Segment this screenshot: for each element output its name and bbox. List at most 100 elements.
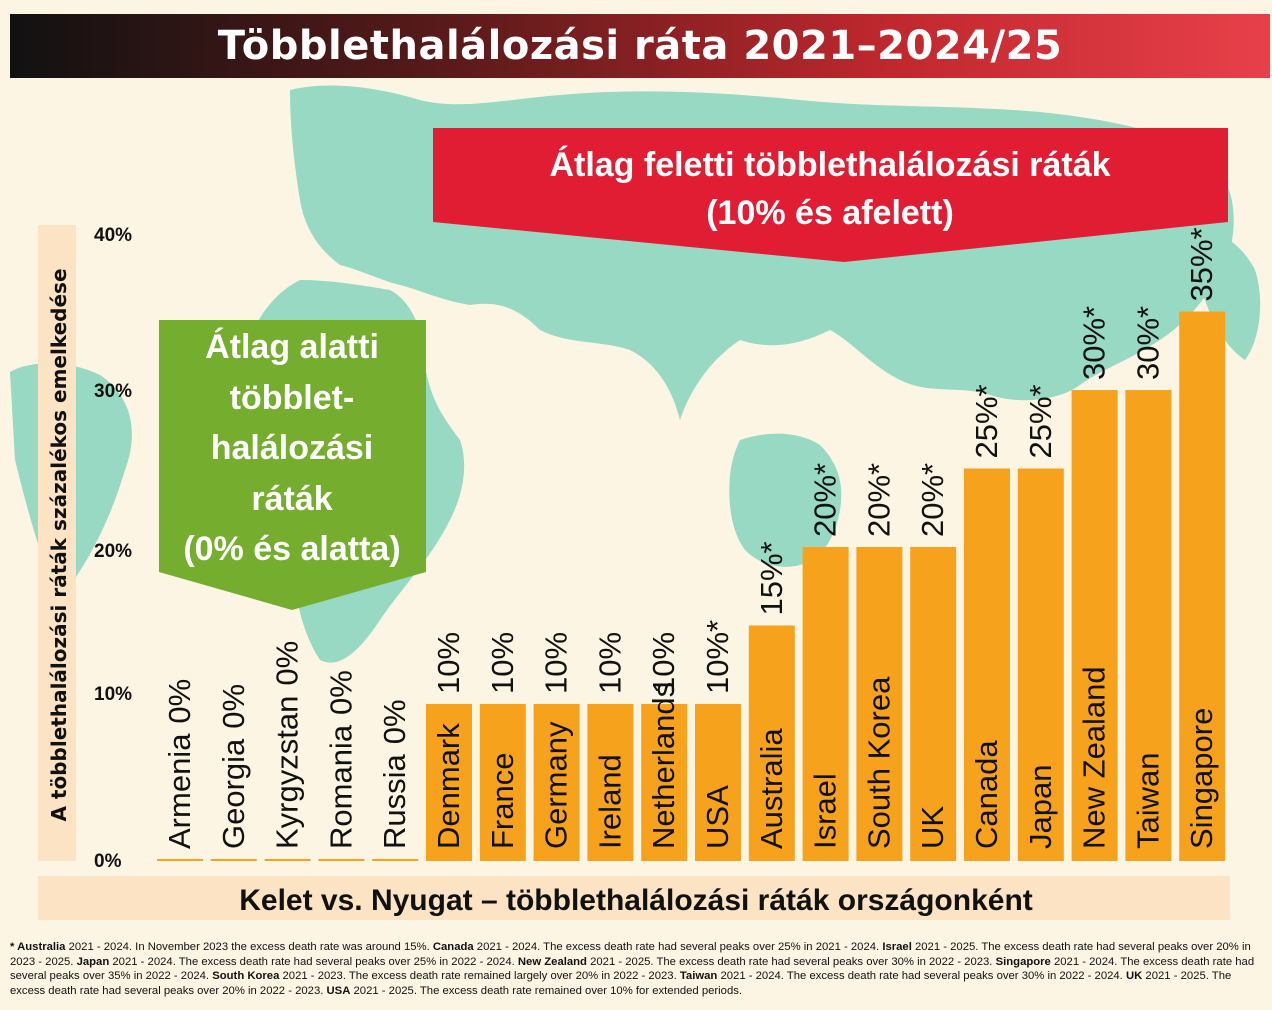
x-axis-label: Kelet vs. Nyugat – többlethalálozási rát… bbox=[239, 884, 1033, 917]
data-label: 10% bbox=[646, 632, 681, 694]
bar-russia bbox=[372, 859, 419, 861]
category-label: Ireland bbox=[592, 754, 627, 849]
footnote-country: Canada bbox=[432, 941, 474, 953]
category-label: Australia bbox=[754, 728, 789, 849]
category-label-text: Armenia bbox=[162, 733, 197, 849]
bar-singapore bbox=[1179, 311, 1226, 861]
y-tick-label: 0% bbox=[94, 851, 122, 872]
data-label: 0% bbox=[216, 684, 251, 729]
data-label: 0% bbox=[270, 641, 305, 686]
data-label: 10%* bbox=[700, 620, 735, 694]
bar-israel bbox=[802, 547, 849, 861]
category-label: Japan bbox=[1023, 765, 1058, 849]
below-average-line-4: ráták bbox=[251, 480, 332, 518]
data-label: 25%* bbox=[1023, 384, 1058, 458]
bar-germany bbox=[533, 704, 580, 861]
bar-australia bbox=[748, 625, 795, 861]
bar-south-korea bbox=[856, 547, 903, 861]
footnote-text: 2021 - 2024. The excess death rate had s… bbox=[473, 941, 883, 953]
chart-title: Többlethalálozási ráta 2021–2024/25 bbox=[217, 23, 1063, 69]
category-label: USA bbox=[700, 785, 735, 849]
y-axis-label-background bbox=[38, 225, 76, 861]
category-label: Armenia 0% bbox=[162, 679, 197, 849]
bar-uk bbox=[910, 547, 957, 861]
footnote-country: * Australia bbox=[10, 941, 66, 953]
bar-usa bbox=[695, 704, 741, 861]
data-label: 0% bbox=[323, 670, 358, 715]
category-label: Germany bbox=[539, 721, 574, 849]
bar-armenia bbox=[157, 859, 203, 861]
bar-kyrgyzstan bbox=[264, 859, 311, 861]
bar-france bbox=[479, 704, 526, 861]
footnote-text: 2021 - 2025. The excess death rate had s… bbox=[10, 941, 1251, 968]
category-label-text: Kyrgyzstan bbox=[270, 696, 305, 849]
y-tick-label: 20% bbox=[94, 541, 132, 562]
footnote-country: New Zealand bbox=[517, 955, 587, 968]
category-label: Georgia 0% bbox=[216, 684, 251, 849]
bar-new-zealand bbox=[1071, 390, 1118, 861]
below-average-line-3: halálozási bbox=[211, 429, 374, 467]
bar-canada bbox=[964, 468, 1010, 861]
category-label: Singapore bbox=[1184, 708, 1219, 849]
y-axis-label: A többlethalálozási ráták százalékos eme… bbox=[47, 268, 71, 821]
footnote-text: 2021 - 2024. The excess death rate had s… bbox=[109, 955, 518, 968]
category-label: UK bbox=[915, 806, 950, 849]
category-label: South Korea bbox=[861, 676, 896, 849]
data-label: 10% bbox=[539, 632, 574, 694]
x-axis-label-background bbox=[38, 876, 1230, 920]
category-label: New Zealand bbox=[1077, 666, 1112, 849]
bar-taiwan bbox=[1125, 390, 1172, 861]
footnote-text: 2021 - 2023. The excess death rate remai… bbox=[279, 970, 680, 982]
footnote-country: Israel bbox=[882, 941, 912, 953]
bar-ireland bbox=[587, 704, 634, 861]
above-average-title: Átlag feletti többlethalálozási ráták bbox=[549, 146, 1110, 184]
footnote-text: 2021 - 2024. The excess death rate had s… bbox=[10, 955, 1255, 983]
category-label: Denmark bbox=[431, 723, 466, 849]
data-label: 0% bbox=[162, 679, 197, 724]
category-label: Russia 0% bbox=[377, 699, 412, 849]
category-label-text: Georgia bbox=[216, 738, 251, 849]
bar-georgia bbox=[210, 859, 257, 861]
category-label: Canada bbox=[969, 740, 1004, 849]
data-label: 30%* bbox=[1077, 306, 1112, 380]
below-average-line-5: (0% és alatta) bbox=[183, 530, 400, 568]
category-label: Kyrgyzstan 0% bbox=[270, 641, 305, 849]
category-label: Romania 0% bbox=[323, 670, 358, 849]
category-label: Netherlands bbox=[646, 682, 681, 849]
below-average-line-1: Átlag alatti bbox=[205, 328, 379, 366]
data-label: 10% bbox=[592, 632, 627, 694]
bar-japan bbox=[1017, 468, 1064, 861]
above-average-subtitle: (10% és afelett) bbox=[706, 194, 954, 232]
footnote-text: 2021 - 2024. The excess death rate had s… bbox=[717, 970, 1126, 982]
footnote-country: USA bbox=[326, 984, 351, 997]
category-label: France bbox=[485, 753, 520, 849]
y-tick-label: 10% bbox=[94, 684, 132, 705]
category-label-text: Russia bbox=[377, 753, 412, 849]
footnote-country: Singapore bbox=[995, 955, 1051, 968]
bar-romania bbox=[318, 859, 365, 861]
footnote-text: 2021 - 2025. The excess death rate had s… bbox=[586, 955, 996, 968]
bar-series: Armenia0%Georgia0% Kyrgyzstan0%Romania0%R… bbox=[157, 227, 1226, 861]
above-average-banner: Átlag feletti többlethalálozási ráták (1… bbox=[433, 128, 1228, 262]
data-label: 10% bbox=[431, 632, 466, 694]
y-ticks: 0% 10% 20% 30% 40% bbox=[94, 225, 132, 872]
data-label: 30%* bbox=[1130, 306, 1165, 380]
data-label: 25%* bbox=[969, 384, 1004, 458]
category-label-text: Romania bbox=[323, 724, 358, 849]
below-average-banner: Átlag alatti többlet- halálozási ráták (… bbox=[159, 320, 426, 610]
footnote-country: South Korea bbox=[212, 970, 280, 982]
footnote-text: 2021 - 2025. The excess death rate remai… bbox=[350, 984, 743, 997]
footnote-country: Taiwan bbox=[679, 970, 718, 982]
category-label: Israel bbox=[808, 773, 843, 849]
data-label: 20%* bbox=[861, 463, 896, 537]
y-tick-label: 40% bbox=[94, 225, 132, 246]
category-label: Taiwan bbox=[1130, 753, 1165, 850]
footnote-country: Japan bbox=[76, 955, 110, 968]
data-label: 35%* bbox=[1184, 227, 1219, 301]
data-label: 20%* bbox=[915, 463, 950, 537]
below-average-line-2: többlet- bbox=[230, 379, 355, 417]
footnote: * Australia 2021 - 2024. In November 202… bbox=[10, 940, 1264, 998]
footnote-text: 2021 - 2025. The excess death rate had s… bbox=[10, 970, 1232, 997]
y-tick-label: 30% bbox=[94, 381, 132, 402]
